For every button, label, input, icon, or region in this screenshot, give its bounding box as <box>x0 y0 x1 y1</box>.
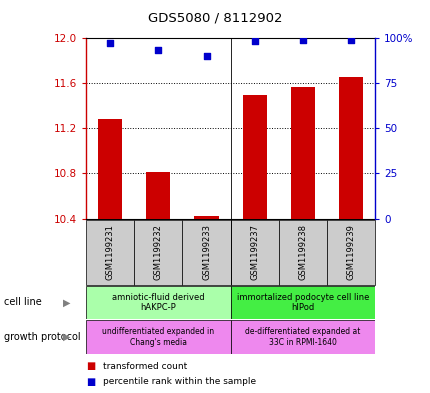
Bar <box>86 286 230 319</box>
Text: de-differentiated expanded at
33C in RPMI-1640: de-differentiated expanded at 33C in RPM… <box>245 327 359 347</box>
Text: GSM1199237: GSM1199237 <box>249 224 258 280</box>
Text: GSM1199239: GSM1199239 <box>346 224 355 280</box>
Text: GDS5080 / 8112902: GDS5080 / 8112902 <box>148 12 282 25</box>
Text: amniotic-fluid derived
hAKPC-P: amniotic-fluid derived hAKPC-P <box>112 293 204 312</box>
Text: GSM1199232: GSM1199232 <box>154 224 163 280</box>
Point <box>107 40 114 46</box>
Bar <box>338 77 362 219</box>
Bar <box>230 220 278 285</box>
Bar <box>242 95 266 219</box>
Point <box>298 37 305 43</box>
Text: percentile rank within the sample: percentile rank within the sample <box>103 378 256 386</box>
Point <box>251 38 258 44</box>
Text: ▶: ▶ <box>63 332 71 342</box>
Bar <box>86 320 230 354</box>
Text: GSM1199231: GSM1199231 <box>105 224 114 280</box>
Text: undifferentiated expanded in
Chang's media: undifferentiated expanded in Chang's med… <box>102 327 214 347</box>
Text: cell line: cell line <box>4 298 42 307</box>
Bar <box>326 220 374 285</box>
Bar <box>98 119 122 219</box>
Text: ■: ■ <box>86 361 95 371</box>
Bar <box>230 320 374 354</box>
Point <box>155 47 162 53</box>
Bar <box>290 87 314 219</box>
Point <box>203 53 209 59</box>
Bar <box>134 220 182 285</box>
Point <box>347 37 353 43</box>
Bar <box>182 220 230 285</box>
Bar <box>230 286 374 319</box>
Text: transformed count: transformed count <box>103 362 187 371</box>
Bar <box>146 172 170 219</box>
Text: ■: ■ <box>86 377 95 387</box>
Text: GSM1199238: GSM1199238 <box>298 224 307 280</box>
Bar <box>194 216 218 219</box>
Text: immortalized podocyte cell line
hIPod: immortalized podocyte cell line hIPod <box>236 293 368 312</box>
Bar <box>86 220 134 285</box>
Text: growth protocol: growth protocol <box>4 332 81 342</box>
Text: GSM1199233: GSM1199233 <box>202 224 211 280</box>
Text: ▶: ▶ <box>63 298 71 307</box>
Bar <box>278 220 326 285</box>
